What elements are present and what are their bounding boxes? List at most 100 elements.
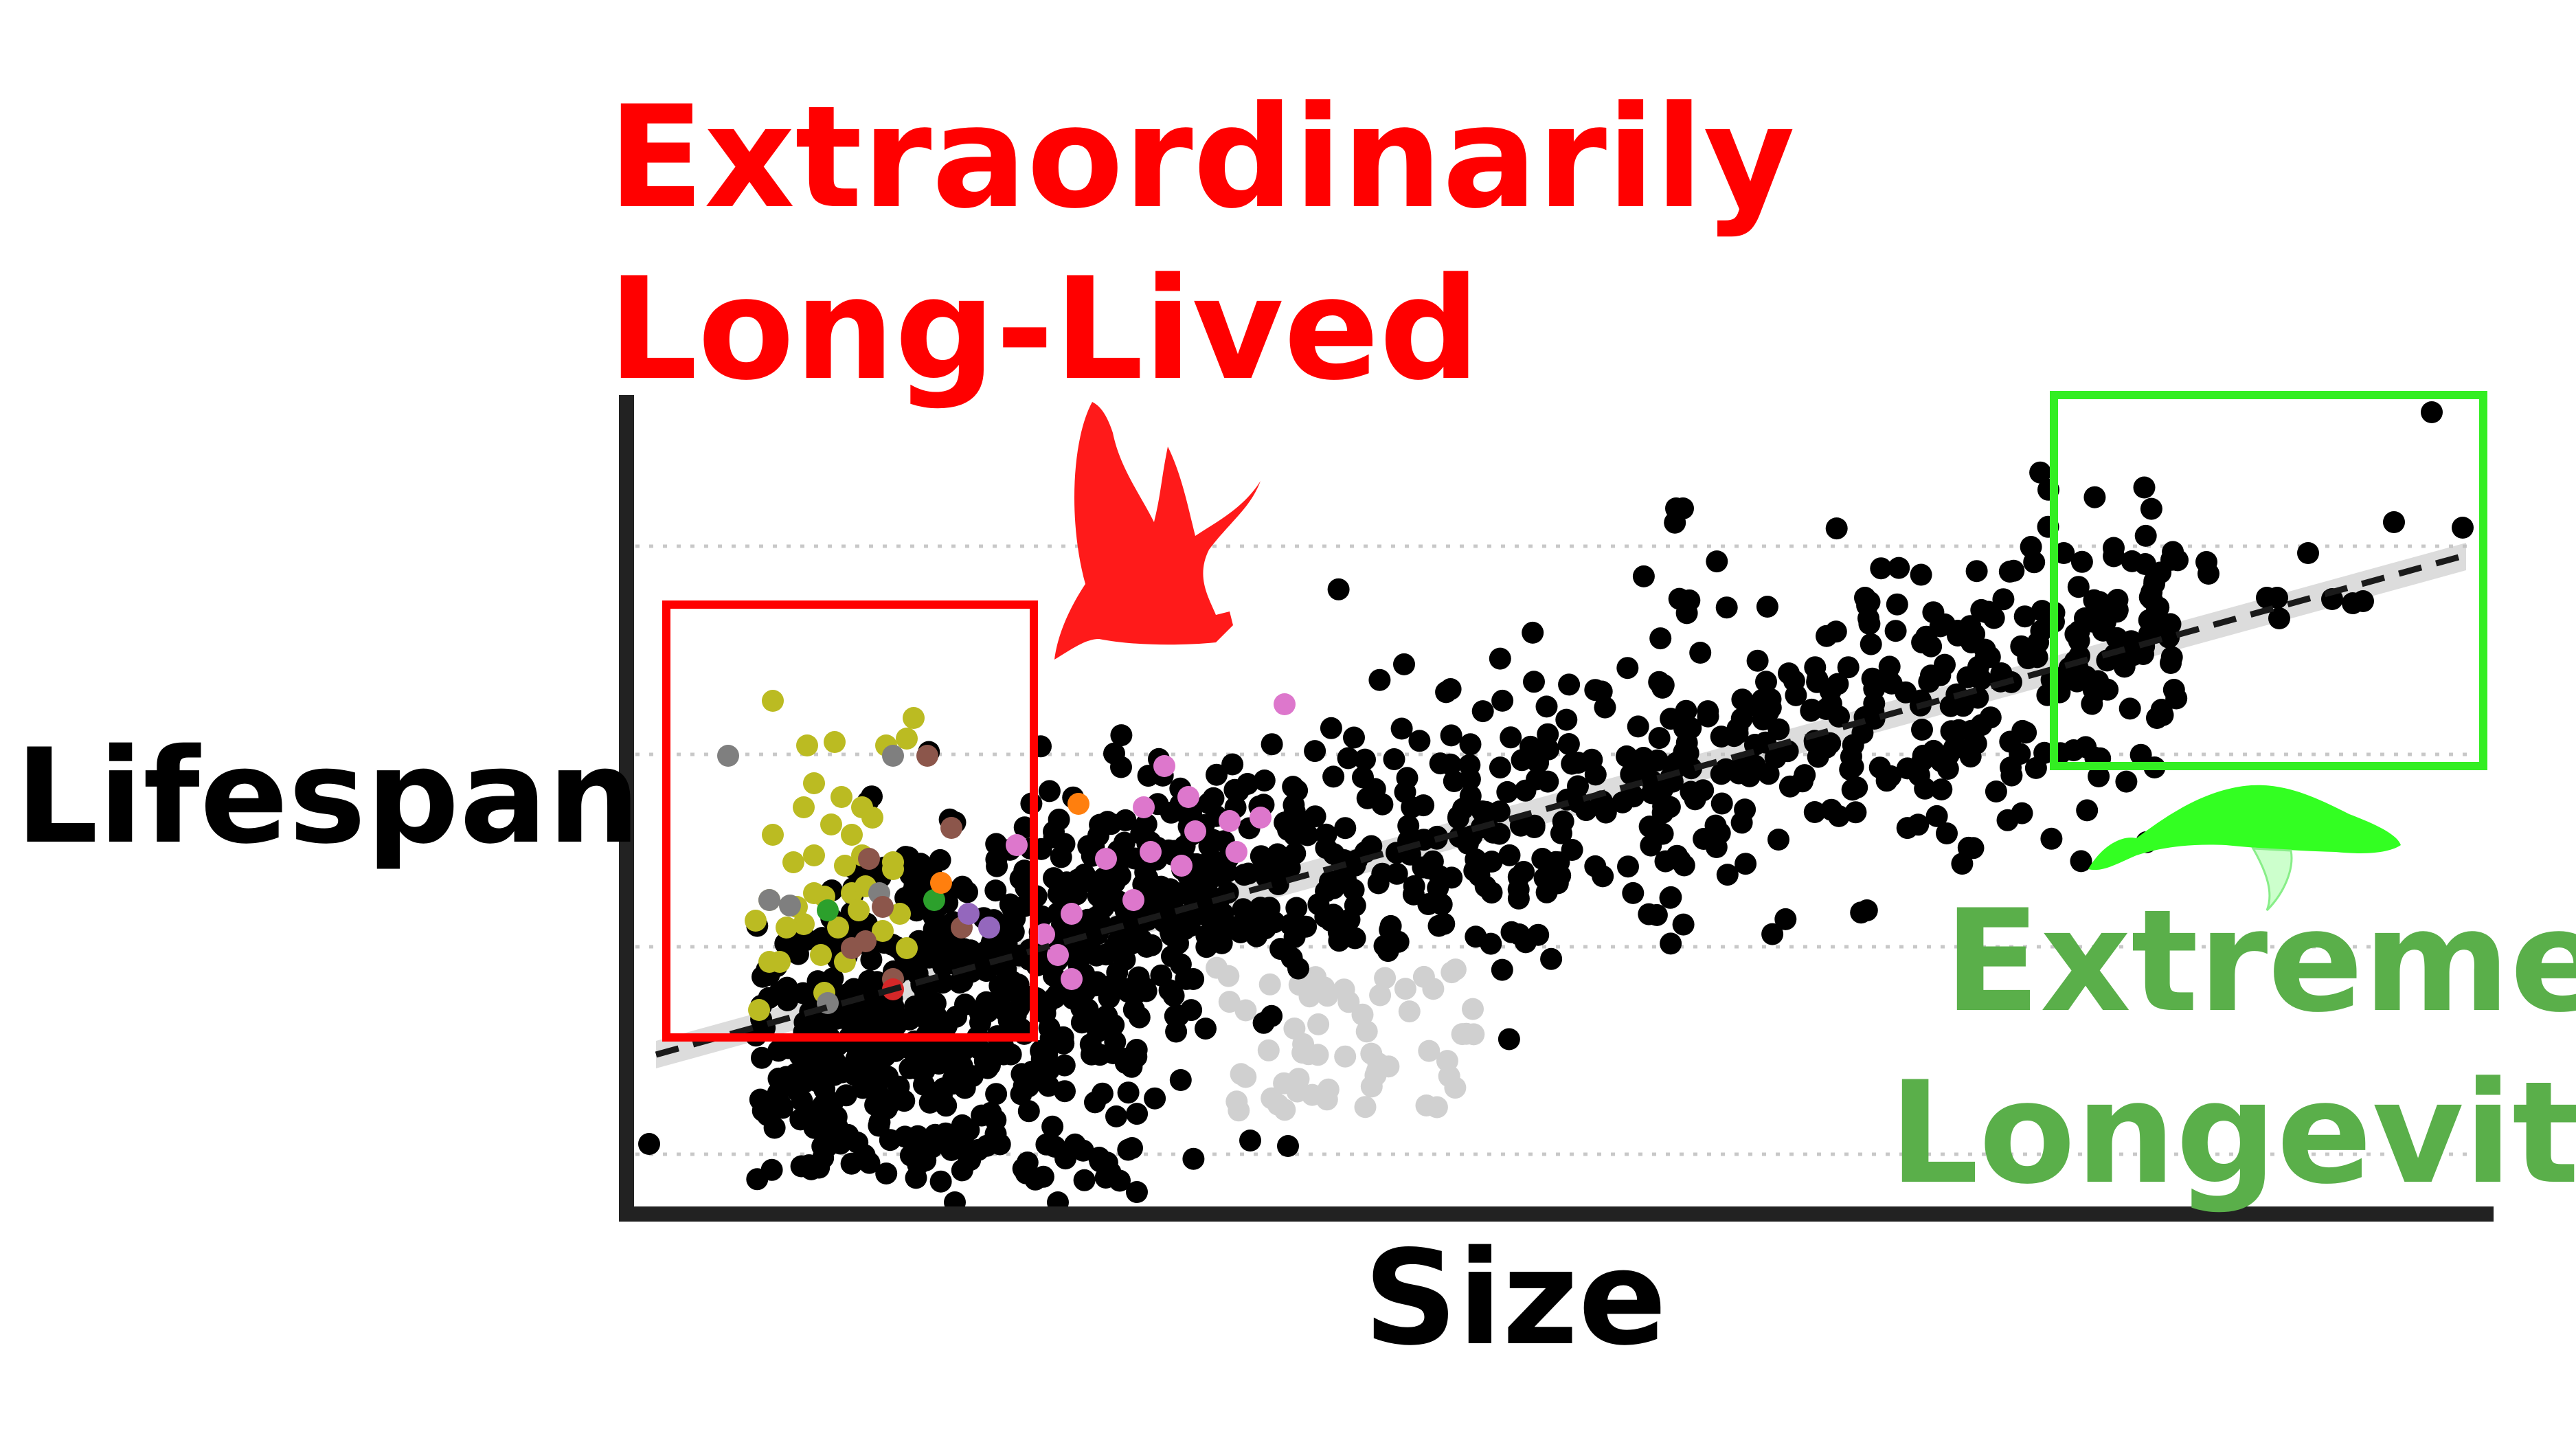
data-point: [2103, 545, 2125, 568]
data-point: [1911, 719, 1933, 741]
data-point: [1052, 1032, 1075, 1055]
data-point: [1567, 775, 1589, 798]
data-point: [792, 1053, 815, 1076]
data-point: [1135, 813, 1157, 835]
data-point: [746, 1168, 769, 1191]
data-point: [1907, 813, 1930, 836]
data-point: [1654, 850, 1677, 873]
data-point: [1925, 805, 1948, 827]
data-point: [1706, 550, 1728, 573]
data-point: [1513, 861, 1535, 883]
data-point: [1638, 816, 1661, 838]
data-point: [1079, 1033, 1102, 1055]
data-point: [1616, 745, 1638, 767]
data-point: [1117, 1081, 1140, 1104]
data-point: [997, 1009, 1020, 1032]
data-point: [2197, 563, 2219, 585]
data-point: [1584, 855, 1607, 877]
data-point: [1715, 596, 1738, 619]
data-point: [1091, 1082, 1114, 1105]
data-point: [1649, 627, 1672, 650]
data-point: [1105, 1105, 1127, 1127]
dimmed-point: [1377, 1055, 1400, 1078]
data-point: [1110, 756, 1132, 778]
data-point: [1285, 807, 1308, 830]
data-point: [1159, 878, 1182, 901]
data-point: [1761, 923, 1784, 945]
data-point: [1320, 910, 1342, 932]
data-point: [1343, 726, 1365, 749]
data-point: [2134, 553, 2156, 575]
data-point: [1519, 735, 1541, 758]
data-point: [1697, 705, 1719, 728]
data-point: [1150, 964, 1173, 987]
data-point: [2020, 536, 2042, 558]
data-point: [1134, 861, 1157, 884]
data-point: [1827, 673, 1849, 695]
data-point: [894, 1125, 916, 1148]
bat-icon: [1054, 402, 1261, 660]
data-point: [1767, 829, 1789, 851]
highlight-point: [1133, 796, 1155, 818]
highlight-point: [758, 889, 780, 911]
data-point: [953, 1077, 976, 1099]
data-point: [1227, 779, 1250, 802]
data-point: [1879, 765, 1902, 787]
highlight-point: [1140, 841, 1162, 863]
highlight-point: [1095, 848, 1117, 870]
data-point: [1759, 688, 1782, 710]
data-point: [1842, 755, 1864, 778]
data-point: [1677, 742, 1699, 765]
data-point: [1648, 727, 1671, 750]
data-point: [1920, 635, 1943, 658]
data-point: [1491, 958, 1513, 981]
data-point: [866, 1066, 888, 1089]
data-point: [1041, 1115, 1064, 1138]
data-point: [1842, 734, 1864, 756]
data-point: [787, 1079, 809, 1102]
data-point: [1253, 770, 1276, 791]
data-point: [1584, 763, 1607, 786]
highlight-point: [889, 903, 911, 925]
data-point: [1632, 565, 1655, 587]
data-point: [768, 981, 791, 1004]
highlight-point: [824, 731, 846, 753]
highlight-point: [793, 913, 815, 935]
data-point: [1731, 688, 1754, 711]
data-point: [1304, 740, 1326, 763]
data-point: [2076, 799, 2099, 822]
data-point: [1195, 1018, 1217, 1040]
data-point: [1227, 915, 1250, 938]
data-point: [1803, 801, 1826, 823]
data-point: [999, 1043, 1022, 1066]
data-point: [1652, 795, 1675, 818]
data-point: [1870, 557, 1893, 580]
dimmed-point: [1288, 974, 1311, 996]
dimmed-point: [1438, 1065, 1460, 1088]
x-axis-label: Size: [1364, 1222, 1667, 1374]
data-point: [1555, 708, 1578, 731]
data-point: [1210, 932, 1233, 954]
data-point: [1617, 855, 1639, 878]
data-point: [1047, 982, 1069, 1005]
data-point: [792, 982, 815, 1004]
dimmed-point: [1257, 1039, 1280, 1062]
data-point: [1785, 684, 1807, 706]
data-point: [1447, 805, 1470, 828]
data-point: [2011, 802, 2033, 824]
data-point: [2053, 542, 2075, 564]
whale-icon: [2088, 785, 2401, 912]
data-point: [1465, 925, 1487, 948]
data-point: [1390, 717, 1413, 740]
highlight-point: [1033, 923, 1055, 945]
data-point: [1552, 810, 1574, 833]
highlight-point: [958, 903, 980, 925]
data-point: [767, 1040, 790, 1062]
data-point: [1778, 775, 1801, 798]
data-point: [1914, 777, 1936, 800]
data-point: [1354, 748, 1376, 771]
data-point: [2421, 401, 2443, 423]
data-point: [1096, 811, 1119, 833]
data-point: [995, 958, 1017, 980]
data-point: [1846, 776, 1868, 799]
